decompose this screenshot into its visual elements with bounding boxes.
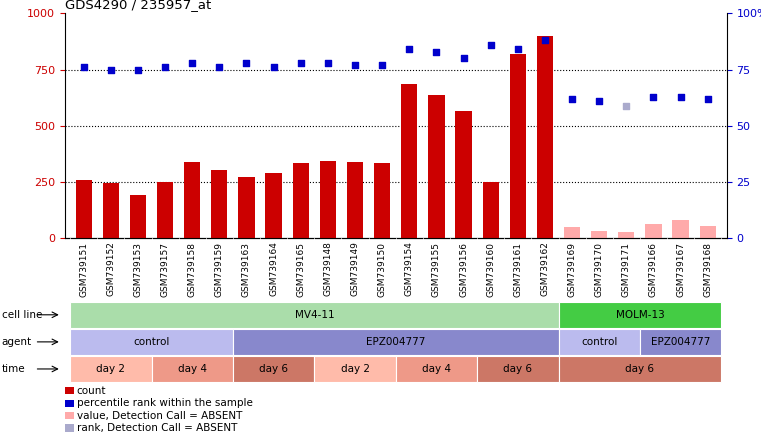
Bar	[645, 224, 661, 238]
Text: rank, Detection Call = ABSENT: rank, Detection Call = ABSENT	[77, 423, 237, 433]
Point	[376, 62, 388, 69]
Point	[322, 59, 334, 67]
Bar	[401, 84, 418, 238]
Text: GSM739164: GSM739164	[269, 242, 278, 297]
Text: GSM739165: GSM739165	[296, 242, 305, 297]
Point	[132, 66, 144, 73]
Bar	[293, 163, 309, 238]
Text: cell line: cell line	[2, 310, 42, 320]
Text: MOLM-13: MOLM-13	[616, 310, 664, 320]
Text: GSM739154: GSM739154	[405, 242, 414, 297]
Bar	[564, 227, 580, 238]
Bar	[347, 162, 363, 238]
Text: EPZ004777: EPZ004777	[651, 337, 710, 347]
Text: day 4: day 4	[178, 364, 207, 374]
Point	[457, 55, 470, 62]
Point	[485, 41, 497, 48]
Text: GSM739167: GSM739167	[676, 242, 685, 297]
Point	[295, 59, 307, 67]
Bar	[184, 162, 200, 238]
Point	[430, 48, 442, 55]
Bar	[699, 226, 716, 238]
Bar	[320, 161, 336, 238]
Point	[105, 66, 117, 73]
Text: GSM739149: GSM739149	[351, 242, 359, 297]
Text: GSM739162: GSM739162	[540, 242, 549, 297]
Text: percentile rank within the sample: percentile rank within the sample	[77, 398, 253, 408]
Text: GSM739163: GSM739163	[242, 242, 251, 297]
Text: GSM739166: GSM739166	[649, 242, 658, 297]
Point	[349, 62, 361, 69]
Point	[78, 64, 90, 71]
Bar	[618, 232, 635, 238]
Point	[186, 59, 199, 67]
Bar	[673, 220, 689, 238]
Text: GSM739152: GSM739152	[107, 242, 116, 297]
Text: agent: agent	[2, 337, 32, 347]
Point	[511, 46, 524, 53]
Bar	[266, 173, 282, 238]
Bar	[537, 36, 553, 238]
Text: GSM739155: GSM739155	[432, 242, 441, 297]
Text: day 6: day 6	[259, 364, 288, 374]
Text: GSM739161: GSM739161	[514, 242, 522, 297]
Text: day 6: day 6	[503, 364, 533, 374]
Text: EPZ004777: EPZ004777	[366, 337, 425, 347]
Bar	[482, 182, 498, 238]
Point	[268, 64, 280, 71]
Text: control: control	[133, 337, 170, 347]
Text: GSM739170: GSM739170	[595, 242, 603, 297]
Bar	[238, 177, 255, 238]
Bar	[157, 182, 174, 238]
Text: GDS4290 / 235957_at: GDS4290 / 235957_at	[65, 0, 211, 11]
Text: day 2: day 2	[97, 364, 126, 374]
Bar	[103, 183, 119, 238]
Point	[648, 93, 660, 100]
Text: GSM739169: GSM739169	[568, 242, 577, 297]
Point	[240, 59, 253, 67]
Point	[539, 37, 551, 44]
Text: control: control	[581, 337, 617, 347]
Text: day 4: day 4	[422, 364, 451, 374]
Point	[213, 64, 225, 71]
Point	[593, 98, 605, 105]
Text: GSM739153: GSM739153	[133, 242, 142, 297]
Point	[403, 46, 416, 53]
Text: GSM739148: GSM739148	[323, 242, 333, 297]
Text: GSM739160: GSM739160	[486, 242, 495, 297]
Bar	[75, 180, 92, 238]
Bar	[428, 95, 444, 238]
Bar	[374, 163, 390, 238]
Text: count: count	[77, 386, 107, 396]
Text: GSM739151: GSM739151	[79, 242, 88, 297]
Text: GSM739157: GSM739157	[161, 242, 170, 297]
Point	[159, 64, 171, 71]
Text: GSM739158: GSM739158	[188, 242, 196, 297]
Text: time: time	[2, 364, 25, 374]
Text: day 2: day 2	[340, 364, 370, 374]
Bar	[212, 170, 228, 238]
Text: GSM739150: GSM739150	[377, 242, 387, 297]
Point	[620, 102, 632, 109]
Text: MV4-11: MV4-11	[295, 310, 334, 320]
Text: GSM739156: GSM739156	[459, 242, 468, 297]
Bar	[591, 230, 607, 238]
Point	[702, 95, 714, 103]
Bar	[130, 194, 146, 238]
Text: GSM739159: GSM739159	[215, 242, 224, 297]
Point	[566, 95, 578, 103]
Text: value, Detection Call = ABSENT: value, Detection Call = ABSENT	[77, 411, 242, 420]
Point	[674, 93, 686, 100]
Text: GSM739171: GSM739171	[622, 242, 631, 297]
Bar	[510, 54, 526, 238]
Text: day 6: day 6	[626, 364, 654, 374]
Bar	[455, 111, 472, 238]
Text: GSM739168: GSM739168	[703, 242, 712, 297]
